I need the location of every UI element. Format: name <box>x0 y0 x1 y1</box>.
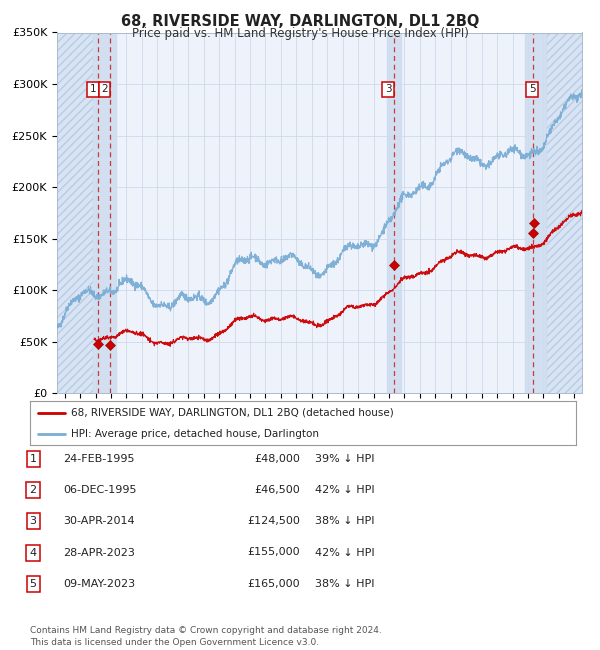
Text: 68, RIVERSIDE WAY, DARLINGTON, DL1 2BQ (detached house): 68, RIVERSIDE WAY, DARLINGTON, DL1 2BQ (… <box>71 408 394 417</box>
Text: 24-FEB-1995: 24-FEB-1995 <box>63 454 134 464</box>
Text: 28-APR-2023: 28-APR-2023 <box>63 547 135 558</box>
Text: HPI: Average price, detached house, Darlington: HPI: Average price, detached house, Darl… <box>71 429 319 439</box>
Bar <box>57 32 92 393</box>
Text: 5: 5 <box>29 578 37 589</box>
Text: 5: 5 <box>529 84 536 94</box>
Text: Price paid vs. HM Land Registry's House Price Index (HPI): Price paid vs. HM Land Registry's House … <box>131 27 469 40</box>
Text: 42% ↓ HPI: 42% ↓ HPI <box>315 485 374 495</box>
Text: 39% ↓ HPI: 39% ↓ HPI <box>315 454 374 464</box>
Text: 06-DEC-1995: 06-DEC-1995 <box>63 485 137 495</box>
Text: 09-MAY-2023: 09-MAY-2023 <box>63 578 135 589</box>
Text: £48,000: £48,000 <box>254 454 300 464</box>
Text: £165,000: £165,000 <box>247 578 300 589</box>
Text: Contains HM Land Registry data © Crown copyright and database right 2024.
This d: Contains HM Land Registry data © Crown c… <box>30 626 382 647</box>
Text: 38% ↓ HPI: 38% ↓ HPI <box>315 516 374 526</box>
Bar <box>547 32 582 393</box>
Bar <box>92 32 116 393</box>
Text: £124,500: £124,500 <box>247 516 300 526</box>
Text: 42% ↓ HPI: 42% ↓ HPI <box>315 547 374 558</box>
Text: £46,500: £46,500 <box>254 485 300 495</box>
Text: 1: 1 <box>90 84 97 94</box>
Text: 30-APR-2014: 30-APR-2014 <box>63 516 134 526</box>
Text: 3: 3 <box>385 84 392 94</box>
Text: 3: 3 <box>29 516 37 526</box>
Bar <box>525 32 547 393</box>
Text: 38% ↓ HPI: 38% ↓ HPI <box>315 578 374 589</box>
Text: 2: 2 <box>29 485 37 495</box>
Text: 4: 4 <box>29 547 37 558</box>
Text: £155,000: £155,000 <box>247 547 300 558</box>
Text: 1: 1 <box>29 454 37 464</box>
Text: 68, RIVERSIDE WAY, DARLINGTON, DL1 2BQ: 68, RIVERSIDE WAY, DARLINGTON, DL1 2BQ <box>121 14 479 29</box>
Bar <box>386 32 401 393</box>
Text: 2: 2 <box>101 84 108 94</box>
